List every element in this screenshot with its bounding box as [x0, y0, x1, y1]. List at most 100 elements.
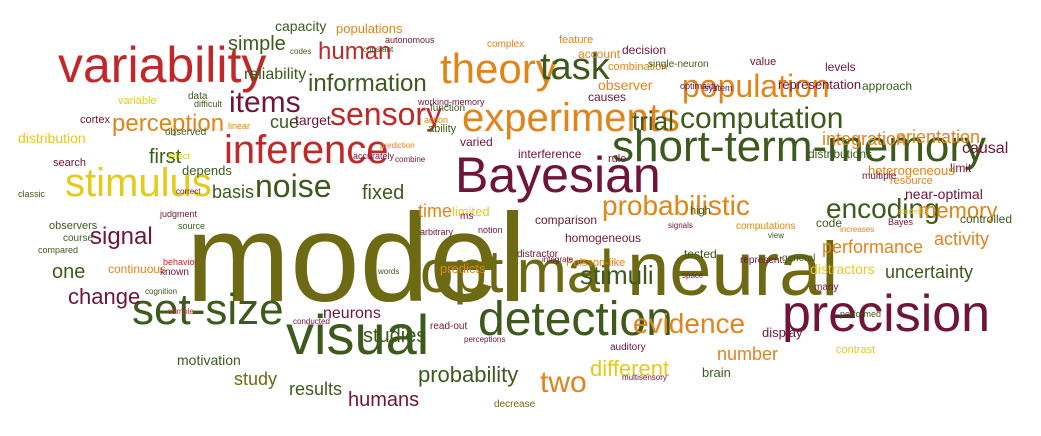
word-humans: humans [348, 389, 420, 411]
word-increases: increases [840, 225, 875, 234]
word-classic: classic [18, 189, 46, 199]
word-brain: brain [702, 365, 731, 380]
word-short-term-memory: short-term-memory [612, 122, 987, 171]
word-memory: memory [918, 198, 998, 223]
word-controlled: controlled [960, 212, 1013, 226]
word-neural: neural [627, 227, 839, 312]
word-two: two [540, 366, 587, 399]
word-many: many [814, 282, 839, 293]
word-basis: basis [212, 182, 255, 202]
word-poisson-like: Poisson-like [566, 257, 626, 269]
word-target: target [295, 112, 331, 128]
word-populations: populations [336, 21, 403, 36]
word-experiments: experiments [462, 96, 680, 140]
word-combine: combine [395, 155, 426, 164]
word-human: human [318, 38, 392, 65]
word-evidence: evidence [633, 308, 746, 339]
word-variable: variable [118, 95, 157, 107]
word-homogeneous: homogeneous [565, 231, 642, 245]
word-sensory: sensory [330, 96, 443, 132]
word-number: number [717, 344, 779, 364]
word-data: data [188, 91, 208, 102]
word-precision: precision [782, 285, 991, 343]
word-distributions: distributions [808, 147, 873, 161]
word-trial: trial [632, 106, 674, 136]
word-causes: causes [588, 90, 627, 104]
word-difficult: difficult [194, 99, 222, 109]
word-capacity: capacity [275, 18, 327, 34]
word-visual: visual [286, 303, 430, 366]
word-interference: interference [518, 147, 582, 161]
word-encoding: encoding [826, 193, 940, 224]
word-variability: variability [58, 37, 267, 93]
word-neurons: neurons [323, 305, 381, 322]
word-limited: limited [452, 204, 490, 219]
word-distractor: distractor [517, 249, 559, 260]
word-cognition: cognition [145, 287, 178, 296]
word-behavior: behavior [163, 257, 198, 267]
word-space: space [682, 271, 704, 280]
word-prediction: prediction [380, 141, 415, 150]
word-words: words [378, 267, 400, 276]
word-notion: notion [478, 225, 503, 235]
word-compared: compared [38, 245, 79, 255]
word-working-memory: working-memory [418, 97, 485, 107]
word-simple: simple [228, 33, 286, 55]
word-set-size: set-size [132, 285, 284, 334]
word-ability: ability [428, 123, 457, 135]
word-reliability: reliability [244, 66, 307, 83]
word-stimulus: stimulus [65, 161, 212, 205]
word-multisensory: multisensory [622, 373, 667, 382]
word-population: population [682, 68, 830, 104]
word-information: information [308, 70, 427, 97]
word-different: different [590, 356, 670, 381]
word-resource: resource [890, 175, 933, 187]
word-complex: complex [487, 39, 525, 50]
word-multiple: multiple [862, 171, 897, 182]
word-performed: performed [840, 309, 882, 319]
word-performance: performance [822, 237, 924, 257]
word-signal: signal [90, 223, 153, 250]
word-observer: observer [598, 77, 653, 93]
word-predicts: predicts [440, 261, 486, 276]
word-orientation: orientation [896, 127, 981, 147]
word-correct: correct [176, 187, 201, 196]
word-search: search [53, 157, 87, 169]
word-account: account [578, 47, 621, 61]
word-signals: signals [668, 221, 693, 230]
word-limit: limit [950, 161, 972, 175]
word-model: model [186, 189, 527, 328]
word-effect: effect [168, 151, 190, 161]
word-one: one [52, 261, 86, 283]
word-students: students [898, 207, 929, 216]
word-stimuli: stimuli [580, 260, 654, 290]
word-arbitrary: arbitrary [420, 227, 454, 237]
word-constant: constant [363, 45, 394, 54]
word-change: change [68, 284, 141, 309]
word-causal: causal [962, 140, 1009, 157]
word-time: time [418, 201, 453, 221]
word-rule: rule [608, 153, 627, 165]
word-accurately: accurately [353, 151, 395, 161]
word-view: view [768, 231, 785, 240]
word-computation: computation [680, 102, 844, 135]
word-optimality: optimality [680, 81, 719, 91]
word-decrease: decrease [494, 399, 536, 410]
word-probability: probability [418, 362, 519, 387]
word-distribution: distribution [18, 130, 86, 146]
word-general: general [782, 253, 816, 264]
word-tested: tested [684, 247, 717, 261]
word-task: task [540, 46, 610, 88]
word-distractors: distractors [810, 261, 875, 277]
word-cue: cue [270, 112, 300, 132]
word-representation: representation [778, 77, 862, 92]
word-activity: activity [934, 229, 990, 249]
word-perceptions: perceptions [464, 335, 506, 344]
word-near-optimal: near-optimal [905, 186, 983, 202]
word-auditory: auditory [610, 342, 646, 353]
word-observed: observed [165, 127, 207, 138]
word-depends: depends [182, 163, 232, 178]
word-course: course [63, 233, 94, 244]
word-levels: levels [825, 60, 856, 74]
